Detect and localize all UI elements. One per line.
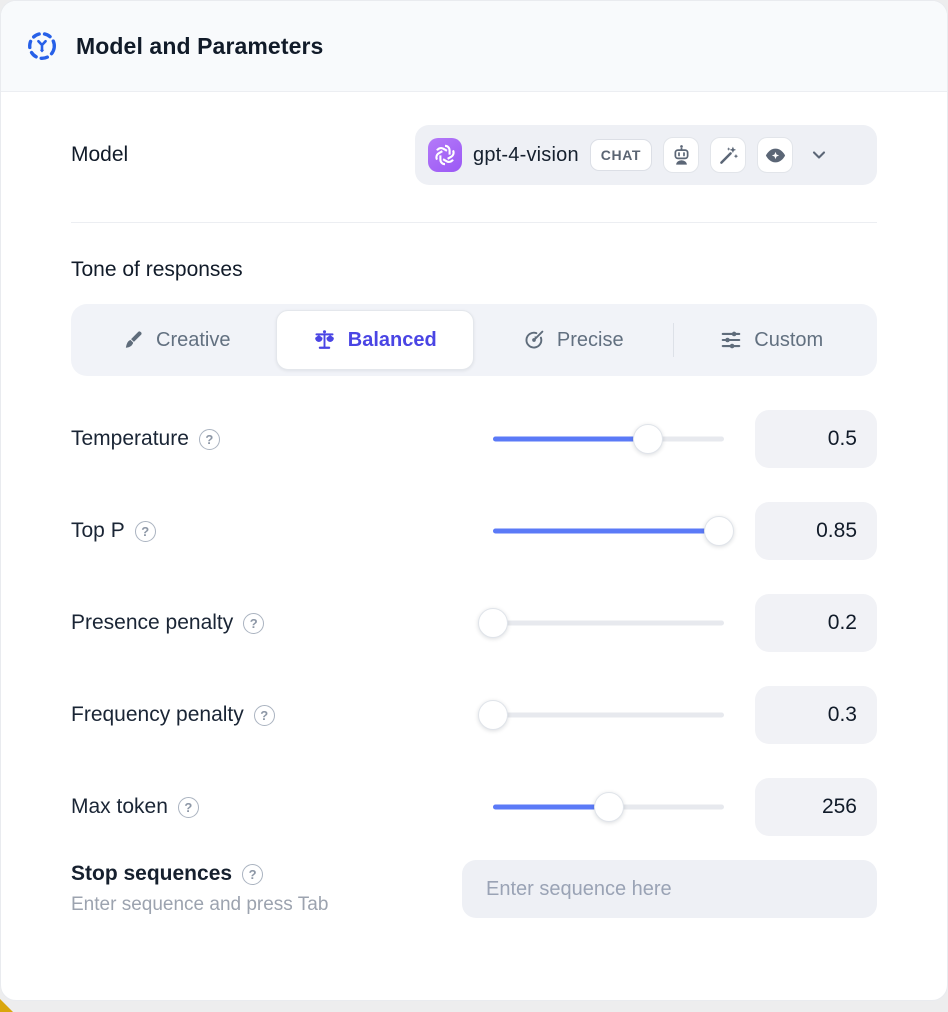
max-token-label: Max token	[71, 795, 168, 818]
top-p-slider[interactable]	[493, 516, 735, 546]
balance-scale-icon	[313, 329, 336, 352]
slider-fill	[493, 528, 720, 534]
assistant-robot-icon	[663, 137, 700, 173]
model-label: Model	[71, 143, 129, 166]
section-divider	[71, 222, 877, 223]
slider-track[interactable]	[493, 620, 724, 626]
openai-logo-icon	[428, 138, 462, 172]
frequency-penalty-label: Frequency penalty	[71, 703, 244, 726]
presence-penalty-value[interactable]: 0.2	[755, 594, 877, 652]
temperature-value[interactable]: 0.5	[755, 410, 877, 468]
slider-thumb[interactable]	[478, 608, 508, 638]
presence-penalty-slider[interactable]	[478, 608, 724, 638]
chevron-down-icon	[810, 146, 828, 164]
temperature-label: Temperature	[71, 427, 189, 450]
model-select-dropdown[interactable]: gpt-4-vision CHAT	[415, 125, 877, 185]
slider-thumb[interactable]	[704, 516, 735, 546]
target-dart-icon	[523, 329, 545, 351]
slider-thumb[interactable]	[478, 700, 508, 730]
paintbrush-icon	[122, 329, 144, 351]
model-hub-icon	[25, 29, 59, 63]
tone-segmented-control: Creative Balanced	[71, 304, 877, 376]
vision-eye-icon	[757, 137, 794, 173]
max-token-row: Max token ? 256	[71, 778, 877, 836]
stop-sequences-row: Stop sequences ? Enter sequence and pres…	[71, 860, 877, 918]
slider-thumb[interactable]	[593, 792, 624, 822]
tone-option-label: Custom	[754, 328, 824, 351]
background-yellow-corner	[0, 999, 13, 1012]
help-icon[interactable]: ?	[134, 520, 156, 542]
help-icon[interactable]: ?	[253, 704, 275, 726]
temperature-row: Temperature ? 0.5	[71, 410, 877, 468]
tone-option-creative[interactable]: Creative	[77, 310, 276, 370]
slider-track[interactable]	[493, 712, 724, 718]
tone-option-label: Creative	[156, 328, 231, 351]
tone-option-custom[interactable]: Custom	[673, 310, 872, 370]
help-icon[interactable]: ?	[242, 863, 264, 885]
tone-section-title: Tone of responses	[71, 258, 243, 281]
top-p-value[interactable]: 0.85	[755, 502, 877, 560]
chat-type-badge: CHAT	[589, 139, 653, 171]
selected-model-name: gpt-4-vision	[473, 143, 579, 166]
help-icon[interactable]: ?	[177, 796, 199, 818]
tone-option-precise[interactable]: Precise	[474, 310, 673, 370]
frequency-penalty-value[interactable]: 0.3	[755, 686, 877, 744]
help-icon[interactable]: ?	[243, 612, 265, 634]
tone-option-balanced[interactable]: Balanced	[275, 310, 474, 370]
temperature-slider[interactable]	[493, 424, 724, 454]
top-p-row: Top P ? 0.85	[71, 502, 877, 560]
stop-sequences-hint: Enter sequence and press Tab	[71, 894, 329, 915]
slider-fill	[493, 436, 648, 442]
model-row: Model gpt-4-vision CH	[71, 125, 877, 185]
stop-sequences-label: Stop sequences	[71, 862, 233, 885]
panel-header: Model and Parameters	[1, 1, 947, 92]
top-p-label: Top P	[71, 519, 125, 542]
frequency-penalty-slider[interactable]	[478, 700, 724, 730]
help-icon[interactable]: ?	[198, 428, 220, 450]
panel-title: Model and Parameters	[76, 32, 324, 59]
slider-thumb[interactable]	[632, 424, 663, 454]
sliders-icon	[720, 329, 742, 351]
slider-fill	[493, 804, 609, 810]
frequency-penalty-row: Frequency penalty ? 0.3	[71, 686, 877, 744]
magic-wand-icon	[710, 137, 747, 173]
stop-sequence-input[interactable]	[462, 860, 877, 918]
presence-penalty-row: Presence penalty ? 0.2	[71, 594, 877, 652]
presence-penalty-label: Presence penalty	[71, 611, 234, 634]
tone-option-label: Balanced	[347, 328, 437, 351]
tone-option-label: Precise	[556, 328, 624, 351]
max-token-slider[interactable]	[493, 792, 724, 822]
max-token-value[interactable]: 256	[755, 778, 877, 836]
